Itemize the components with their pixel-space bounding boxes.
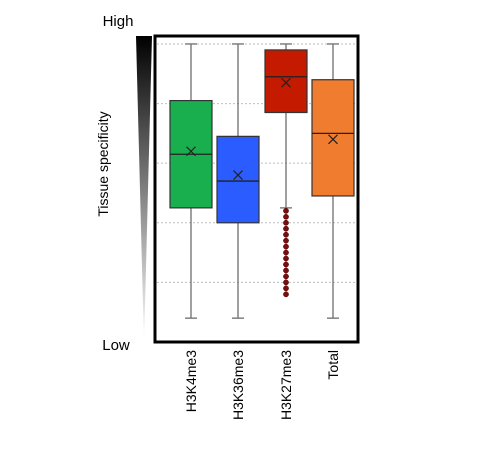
outlier-point [283, 267, 289, 274]
x-tick-label: H3K27me3 [278, 350, 294, 420]
mean-marker [233, 170, 243, 181]
x-tick-label: Total [325, 350, 341, 380]
outlier-point [283, 273, 289, 280]
y-low-label: Low [102, 337, 130, 354]
outlier-point [283, 208, 289, 214]
outlier-point [283, 291, 289, 298]
box-series [169, 43, 355, 319]
y-high-label: High [103, 13, 134, 30]
outlier-point [283, 213, 289, 220]
plot-frame [153, 34, 360, 344]
outlier-point [283, 285, 289, 292]
iqr-box [311, 79, 355, 197]
outlier-point [283, 249, 289, 256]
y-axis-label: Tissue specificity [95, 111, 111, 216]
x-tick-label: H3K36me3 [230, 350, 246, 420]
x-tick-label: H3K4me3 [183, 350, 199, 412]
outlier-point [283, 255, 289, 262]
box-h3k27me3 [264, 43, 308, 298]
iqr-box [216, 135, 260, 224]
mean-marker [186, 146, 196, 157]
box-h3k36me3 [216, 43, 260, 319]
box-h3k4me3 [169, 43, 213, 319]
outlier-point [283, 225, 289, 232]
mean-marker [328, 134, 338, 145]
iqr-box [264, 49, 308, 114]
outlier-point [283, 243, 289, 250]
mean-marker [281, 77, 291, 88]
box-total [311, 43, 355, 319]
outlier-point [283, 231, 289, 238]
outlier-point [283, 219, 289, 226]
outlier-point [283, 279, 289, 286]
outlier-point [283, 261, 289, 268]
outlier-point [283, 237, 289, 244]
specificity-gradient-wedge [136, 36, 152, 344]
x-tick-labels: H3K4me3 H3K36me3 H3K27me3 Total [183, 350, 341, 420]
